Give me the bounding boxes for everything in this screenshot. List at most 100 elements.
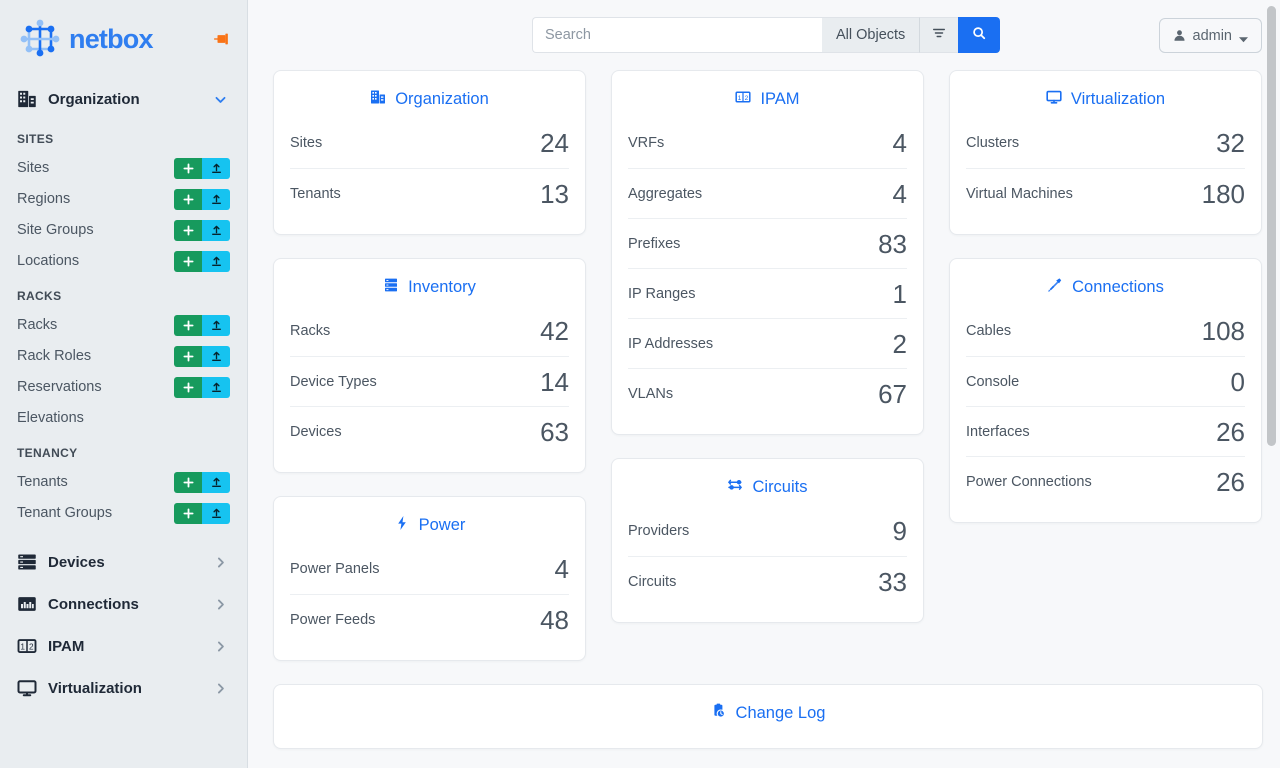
import-site-groups-button[interactable] xyxy=(202,220,230,241)
brand-header: netbox xyxy=(0,0,247,78)
user-icon xyxy=(1173,29,1186,42)
building-icon xyxy=(17,89,37,109)
stat-row[interactable]: Power Panels 4 xyxy=(290,544,569,594)
stat-row[interactable]: Console 0 xyxy=(966,356,1245,406)
stat-row[interactable]: Sites 24 xyxy=(290,118,569,168)
card-title-power[interactable]: Power xyxy=(274,511,585,544)
sidebar-group-virtualization[interactable]: Virtualization xyxy=(0,667,247,709)
add-regions-button[interactable] xyxy=(174,189,202,210)
sidebar-item-locations[interactable]: Locations xyxy=(0,246,247,277)
sidebar-group-label: IPAM xyxy=(48,637,85,655)
import-racks-button[interactable] xyxy=(202,315,230,336)
stat-row[interactable]: Interfaces 26 xyxy=(966,406,1245,456)
search-scope-dropdown[interactable]: All Objects xyxy=(822,17,921,53)
stat-label: Virtual Machines xyxy=(966,185,1073,202)
sidebar-group-devices[interactable]: Devices xyxy=(0,541,247,583)
chevron-down-icon xyxy=(214,93,227,106)
add-rack-roles-button[interactable] xyxy=(174,346,202,367)
add-site-groups-button[interactable] xyxy=(174,220,202,241)
stat-row[interactable]: Clusters 32 xyxy=(966,118,1245,168)
add-tenants-button[interactable] xyxy=(174,472,202,493)
netbox-logo-icon xyxy=(20,19,60,59)
sidebar-item-rack-roles[interactable]: Rack Roles xyxy=(0,341,247,372)
sidebar-group-organization[interactable]: Organization xyxy=(0,78,247,120)
add-tenant-groups-button[interactable] xyxy=(174,503,202,524)
stat-value: 33 xyxy=(878,566,907,597)
stat-row[interactable]: Aggregates 4 xyxy=(628,168,907,218)
stat-row[interactable]: Device Types 14 xyxy=(290,356,569,406)
stat-row[interactable]: Power Connections 26 xyxy=(966,456,1245,506)
netbox-logo-link[interactable]: netbox xyxy=(20,19,213,59)
stat-row[interactable]: IP Addresses 2 xyxy=(628,318,907,368)
import-reservations-button[interactable] xyxy=(202,377,230,398)
sidebar-item-tenant-groups[interactable]: Tenant Groups xyxy=(0,498,247,529)
stat-row[interactable]: Cables 108 xyxy=(966,306,1245,356)
sidebar-section-title-racks: RACKS xyxy=(17,289,62,303)
stat-row[interactable]: Racks 42 xyxy=(290,306,569,356)
stat-row[interactable]: Virtual Machines 180 xyxy=(966,168,1245,218)
sidebar-item-label: Elevations xyxy=(17,410,84,427)
stat-label: Power Panels xyxy=(290,561,380,577)
import-locations-button[interactable] xyxy=(202,251,230,272)
stat-row[interactable]: Tenants 13 xyxy=(290,168,569,218)
stat-list: Providers 9 Circuits 33 xyxy=(612,506,923,606)
add-reservations-button[interactable] xyxy=(174,377,202,398)
stat-value: 180 xyxy=(1201,178,1245,209)
add-locations-button[interactable] xyxy=(174,251,202,272)
stat-label: IP Addresses xyxy=(628,335,714,352)
stat-label: VLANs xyxy=(628,385,674,402)
stat-row[interactable]: Power Feeds 48 xyxy=(290,594,569,644)
svg-text:1: 1 xyxy=(20,643,25,652)
card-title-virtualization[interactable]: Virtualization xyxy=(950,85,1261,118)
sidebar-item-racks[interactable]: Racks xyxy=(0,310,247,341)
import-regions-button[interactable] xyxy=(202,189,230,210)
pin-icon[interactable] xyxy=(213,30,231,48)
stat-row[interactable]: Providers 9 xyxy=(628,506,907,556)
card-title-connections[interactable]: Connections xyxy=(950,273,1261,306)
sidebar-group-ipam[interactable]: 1 2 IPAM xyxy=(0,625,247,667)
sidebar-group-connections[interactable]: Connections xyxy=(0,583,247,625)
card-title-circuits[interactable]: Circuits xyxy=(612,473,923,506)
sidebar-item-tenants[interactable]: Tenants xyxy=(0,467,247,498)
chevron-right-icon xyxy=(214,598,227,611)
card-title-changelog[interactable]: Change Log xyxy=(274,699,1262,732)
add-sites-button[interactable] xyxy=(174,158,202,179)
stat-value: 4 xyxy=(554,554,569,584)
user-menu-button[interactable]: admin xyxy=(1158,18,1262,53)
sidebar-section-title-tenancy: TENANCY xyxy=(17,446,78,460)
sidebar-item-sites[interactable]: Sites xyxy=(0,153,247,184)
bolt-icon xyxy=(394,515,410,536)
sidebar-group-label: Organization xyxy=(48,90,140,108)
caret-down-icon xyxy=(1239,31,1248,43)
sidebar-item-regions[interactable]: Regions xyxy=(0,184,247,215)
stat-row[interactable]: IP Ranges 1 xyxy=(628,268,907,318)
stat-value: 13 xyxy=(540,178,569,209)
import-tenants-button[interactable] xyxy=(202,472,230,493)
page-scrollbar[interactable] xyxy=(1267,6,1276,446)
import-sites-button[interactable] xyxy=(202,158,230,179)
stat-list: Racks 42 Device Types 14 Devices 63 xyxy=(274,306,585,456)
import-tenant-groups-button[interactable] xyxy=(202,503,230,524)
stat-row[interactable]: Prefixes 83 xyxy=(628,218,907,268)
sidebar-item-label: Rack Roles xyxy=(17,348,92,365)
card-title-organization[interactable]: Organization xyxy=(274,85,585,118)
search-submit-button[interactable] xyxy=(958,17,1001,53)
stat-label: Racks xyxy=(290,323,331,339)
card-changelog: Change Log xyxy=(273,684,1263,749)
sidebar-item-elevations[interactable]: Elevations xyxy=(0,403,247,434)
card-title-inventory[interactable]: Inventory xyxy=(274,273,585,306)
card-virtualization: Virtualization Clusters 32 Virtual Machi… xyxy=(949,70,1262,235)
sidebar-item-site-groups[interactable]: Site Groups xyxy=(0,215,247,246)
import-rack-roles-button[interactable] xyxy=(202,346,230,367)
stat-row[interactable]: Devices 63 xyxy=(290,406,569,456)
card-title-ipam[interactable]: 1 2 IPAM xyxy=(612,85,923,118)
sidebar-item-reservations[interactable]: Reservations xyxy=(0,372,247,403)
chevron-right-icon xyxy=(214,682,227,695)
building-icon xyxy=(370,89,386,110)
stat-row[interactable]: VRFs 4 xyxy=(628,118,907,168)
add-racks-button[interactable] xyxy=(174,315,202,336)
search-input[interactable] xyxy=(532,17,822,53)
stat-row[interactable]: Circuits 33 xyxy=(628,556,907,606)
stat-row[interactable]: VLANs 67 xyxy=(628,368,907,418)
search-filter-button[interactable] xyxy=(920,17,959,53)
